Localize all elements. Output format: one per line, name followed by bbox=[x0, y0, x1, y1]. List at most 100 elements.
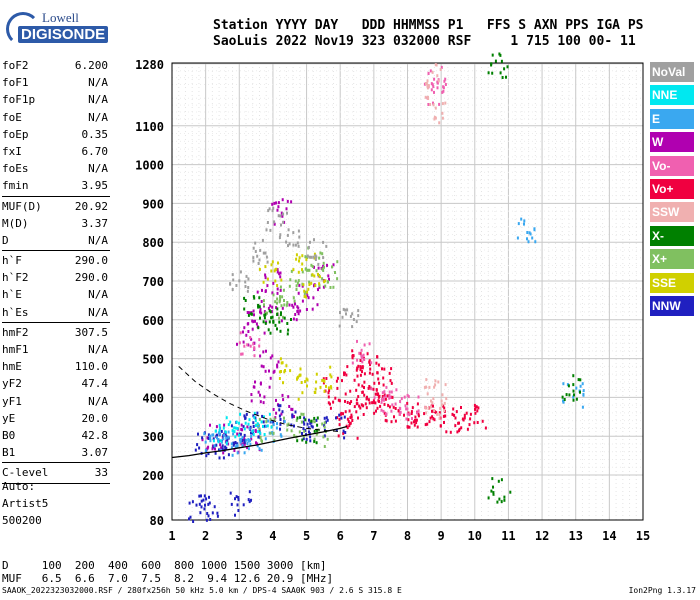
data-point-nne bbox=[252, 433, 255, 436]
data-point-vo bbox=[357, 383, 360, 387]
data-point-vo bbox=[348, 409, 351, 413]
data-point-vo bbox=[432, 101, 434, 105]
data-point-x bbox=[276, 313, 279, 316]
param-value: N/A bbox=[88, 394, 108, 408]
data-point-x bbox=[263, 303, 265, 307]
data-point-x bbox=[278, 320, 281, 324]
x-tick-label: 6 bbox=[337, 529, 344, 543]
data-point-noval bbox=[266, 221, 269, 224]
data-point-sse bbox=[315, 380, 318, 384]
data-point-vo bbox=[417, 409, 420, 413]
data-point-x bbox=[500, 59, 503, 63]
data-point-nnw bbox=[199, 511, 202, 515]
data-point-w bbox=[276, 363, 279, 367]
data-point-w bbox=[275, 201, 278, 205]
data-point-sse bbox=[278, 370, 281, 374]
data-point-x bbox=[308, 280, 311, 284]
data-point-vo bbox=[349, 389, 352, 393]
data-point-nne bbox=[270, 425, 273, 429]
data-point-ssw bbox=[424, 95, 427, 99]
data-point-noval bbox=[285, 240, 288, 244]
data-point-x bbox=[247, 313, 250, 317]
data-point-w bbox=[270, 310, 273, 314]
param-value: 33 bbox=[94, 466, 108, 480]
data-point-vo bbox=[378, 394, 381, 398]
data-point-vo bbox=[388, 371, 391, 375]
data-point-vo bbox=[246, 343, 249, 347]
data-point-noval bbox=[266, 260, 269, 264]
data-point-nnw bbox=[188, 501, 191, 505]
data-point-vo bbox=[338, 423, 341, 427]
data-point-vo bbox=[329, 406, 332, 410]
data-point-noval bbox=[351, 312, 354, 316]
data-point-vo bbox=[468, 423, 471, 427]
data-point-nnw bbox=[279, 422, 282, 426]
data-point-vo bbox=[432, 85, 435, 89]
data-point-noval bbox=[244, 280, 247, 284]
data-point-x bbox=[269, 431, 272, 435]
artist-label: Artist5 bbox=[2, 497, 49, 510]
data-point-e bbox=[247, 439, 250, 443]
data-point-vo bbox=[416, 411, 418, 415]
data-point-vo bbox=[406, 393, 409, 397]
data-point-nnw bbox=[326, 418, 329, 422]
data-point-e bbox=[222, 437, 225, 441]
data-point-e bbox=[267, 419, 269, 423]
data-point-x bbox=[313, 437, 316, 441]
data-point-vo bbox=[381, 398, 383, 402]
data-point-e bbox=[575, 386, 578, 390]
data-point-sse bbox=[271, 260, 274, 264]
data-point-w bbox=[273, 201, 276, 205]
data-point-x bbox=[322, 435, 325, 439]
data-point-ssw bbox=[436, 412, 439, 416]
data-point-noval bbox=[246, 289, 249, 293]
data-point-x bbox=[311, 265, 314, 268]
data-point-sse bbox=[304, 295, 307, 299]
data-point-w bbox=[252, 385, 255, 389]
data-point-nne bbox=[254, 419, 257, 423]
data-point-w bbox=[259, 381, 262, 385]
data-point-vo bbox=[377, 363, 380, 367]
data-point-nnw bbox=[239, 432, 242, 436]
data-point-vo bbox=[417, 395, 420, 399]
data-point-vo bbox=[357, 416, 359, 420]
data-point-noval bbox=[259, 248, 262, 252]
data-point-noval bbox=[252, 259, 255, 263]
data-point-sse bbox=[285, 364, 288, 368]
y-tick-label: 1100 bbox=[135, 120, 164, 134]
data-point-sse bbox=[306, 384, 308, 388]
data-point-nnw bbox=[205, 454, 208, 458]
data-point-noval bbox=[292, 231, 295, 235]
data-point-w bbox=[276, 287, 279, 291]
data-point-x bbox=[303, 292, 306, 296]
param-separator bbox=[2, 482, 110, 484]
data-point-vo bbox=[452, 407, 455, 411]
param-row: foF1p N/A bbox=[2, 91, 108, 108]
data-point-vo bbox=[358, 351, 361, 355]
data-point-nnw bbox=[232, 443, 235, 447]
data-point-sse bbox=[280, 278, 283, 282]
data-point-x bbox=[286, 322, 289, 325]
data-point-sse bbox=[298, 259, 300, 263]
data-point-w bbox=[242, 340, 245, 344]
data-point-vo bbox=[414, 419, 416, 422]
data-point-noval bbox=[264, 251, 267, 255]
data-point-vo bbox=[370, 361, 373, 365]
param-value: N/A bbox=[88, 110, 108, 124]
data-point-e bbox=[204, 440, 207, 444]
data-point-vo bbox=[451, 412, 454, 416]
data-point-vo bbox=[377, 377, 380, 381]
data-point-x bbox=[264, 311, 267, 315]
data-point-e bbox=[219, 426, 222, 430]
data-point-ssw bbox=[433, 117, 436, 121]
data-point-vo bbox=[414, 415, 417, 419]
data-point-ssw bbox=[440, 399, 443, 403]
data-point-nnw bbox=[213, 505, 216, 509]
data-point-vo bbox=[336, 386, 339, 390]
data-point-nnw bbox=[198, 446, 201, 450]
data-point-nnw bbox=[309, 439, 312, 443]
data-point-ssw bbox=[430, 405, 432, 409]
data-point-vo bbox=[372, 399, 375, 403]
param-value: N/A bbox=[88, 305, 108, 319]
data-point-ssw bbox=[425, 411, 428, 415]
